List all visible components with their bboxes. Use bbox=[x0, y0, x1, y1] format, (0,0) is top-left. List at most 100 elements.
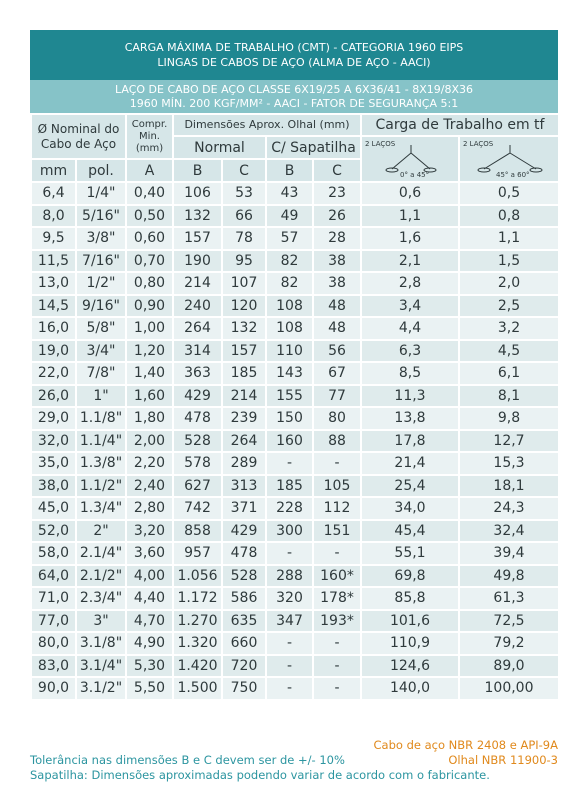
table-cell: 0,6 bbox=[360, 181, 460, 206]
table-cell: 264 bbox=[172, 316, 223, 341]
table-cell: 240 bbox=[172, 293, 223, 318]
table-cell: 160 bbox=[265, 428, 314, 453]
unit-header: A bbox=[125, 158, 174, 183]
table-row: 58,0 2.1/4" 3,60 957 478- -55,1 39,4 bbox=[30, 541, 560, 566]
table-cell: - bbox=[312, 541, 362, 566]
table-cell: 39,4 bbox=[458, 541, 560, 566]
table-cell: - bbox=[265, 653, 314, 678]
table-cell: 38 bbox=[312, 248, 362, 273]
table-cell: 1.3/4" bbox=[75, 496, 127, 521]
sling-icon bbox=[477, 145, 543, 173]
table-row: 38,0 1.1/2" 2,40 627 313 185 105 25,4 18,1 bbox=[30, 473, 560, 498]
table-cell: 1,6 bbox=[360, 226, 460, 251]
table-cell: 140,0 bbox=[360, 676, 460, 701]
table-cell: 0,80 bbox=[125, 271, 174, 296]
table-cell: 3,20 bbox=[125, 518, 174, 543]
table-cell: 4,70 bbox=[125, 608, 174, 633]
table-cell: 18,1 bbox=[458, 473, 560, 498]
table-cell: 24,3 bbox=[458, 496, 560, 521]
table-cell: 7/16" bbox=[75, 248, 127, 273]
unit-header: C bbox=[221, 158, 267, 183]
table-cell: 9/16" bbox=[75, 293, 127, 318]
table-cell: 9,8 bbox=[458, 406, 560, 431]
table-cell: 0,50 bbox=[125, 203, 174, 228]
table-cell: 89,0 bbox=[458, 653, 560, 678]
table-cell: 0,5 bbox=[458, 181, 560, 206]
table-cell: 185 bbox=[265, 473, 314, 498]
table-row: 19,0 3/4" 1,20 314 157 110 56 6,3 4,5 bbox=[30, 338, 560, 363]
table-cell: 26,0 bbox=[30, 383, 77, 408]
column-header: Normal bbox=[172, 135, 267, 160]
table-cell: 1.270 bbox=[172, 608, 223, 633]
table-cell: - bbox=[312, 631, 362, 656]
table-cell: 8,0 bbox=[30, 203, 77, 228]
table-cell: 3.1/4" bbox=[75, 653, 127, 678]
table-cell: 742 bbox=[172, 496, 223, 521]
table-cell: 720 bbox=[221, 653, 267, 678]
table-cell: 2.3/4" bbox=[75, 586, 127, 611]
column-header: Carga de Trabalho em tf bbox=[360, 113, 560, 137]
table-cell: 106 bbox=[172, 181, 223, 206]
table-row: 29,0 1.1/8" 1,80 478 239 150 80 13,8 9,8 bbox=[30, 406, 560, 431]
table-cell: 77,0 bbox=[30, 608, 77, 633]
table-cell: 5,30 bbox=[125, 653, 174, 678]
table-cell: 157 bbox=[172, 226, 223, 251]
table-cell: 72,5 bbox=[458, 608, 560, 633]
table-cell: 90,0 bbox=[30, 676, 77, 701]
table-cell: 1,1 bbox=[458, 226, 560, 251]
table-cell: 0,40 bbox=[125, 181, 174, 206]
table-cell: 38 bbox=[312, 271, 362, 296]
table-cell: 2.1/2" bbox=[75, 563, 127, 588]
angle-header: 2 LAÇOS 45° a 60° bbox=[458, 135, 560, 183]
table-cell: 45,0 bbox=[30, 496, 77, 521]
table-cell: 5/8" bbox=[75, 316, 127, 341]
note: Sapatilha: Dimensões aproximadas podendo… bbox=[30, 768, 490, 782]
table-cell: 110,9 bbox=[360, 631, 460, 656]
table-cell: 4,90 bbox=[125, 631, 174, 656]
table-cell: 1,00 bbox=[125, 316, 174, 341]
table-cell: 1.3/8" bbox=[75, 451, 127, 476]
table-cell: 28 bbox=[312, 226, 362, 251]
table-cell: 3,60 bbox=[125, 541, 174, 566]
table-row: 45,0 1.3/4" 2,80 742 371 228 112 34,0 24,3 bbox=[30, 496, 560, 521]
table-cell: 288 bbox=[265, 563, 314, 588]
table-cell: 101,6 bbox=[360, 608, 460, 633]
table-cell: 8,5 bbox=[360, 361, 460, 386]
table-cell: 185 bbox=[221, 361, 267, 386]
table-cell: 11,5 bbox=[30, 248, 77, 273]
table-cell: 858 bbox=[172, 518, 223, 543]
table-cell: 5/16" bbox=[75, 203, 127, 228]
table-cell: 45,4 bbox=[360, 518, 460, 543]
table-cell: 660 bbox=[221, 631, 267, 656]
table-cell: 71,0 bbox=[30, 586, 77, 611]
table-cell: - bbox=[312, 653, 362, 678]
table-row: 9,5 3/8" 0,60 157 78 57 28 1,6 1,1 bbox=[30, 226, 560, 251]
table-cell: 14,5 bbox=[30, 293, 77, 318]
table-cell: 13,0 bbox=[30, 271, 77, 296]
table-cell: 2,5 bbox=[458, 293, 560, 318]
table-cell: 193* bbox=[312, 608, 362, 633]
table-cell: 2,80 bbox=[125, 496, 174, 521]
column-header: Ø Nominal do Cabo de Aço bbox=[30, 113, 127, 160]
table-cell: 66 bbox=[221, 203, 267, 228]
standard: Cabo de aço NBR 2408 e API-9A bbox=[373, 738, 558, 752]
table-cell: 586 bbox=[221, 586, 267, 611]
title: CARGA MÁXIMA DE TRABALHO (CMT) - CATEGOR… bbox=[124, 41, 464, 54]
table-cell: 1.056 bbox=[172, 563, 223, 588]
table-cell: - bbox=[265, 451, 314, 476]
table-cell: 289 bbox=[221, 451, 267, 476]
table-cell: 52,0 bbox=[30, 518, 77, 543]
table-cell: 578 bbox=[172, 451, 223, 476]
table-cell: 264 bbox=[221, 428, 267, 453]
column-header: C/ Sapatilha bbox=[265, 135, 362, 160]
column-header: Compr. Min. (mm) bbox=[125, 113, 174, 160]
unit-header: mm bbox=[30, 158, 77, 183]
table-cell: 478 bbox=[172, 406, 223, 431]
table-cell: 6,1 bbox=[458, 361, 560, 386]
table-cell: 12,7 bbox=[458, 428, 560, 453]
table-cell: 16,0 bbox=[30, 316, 77, 341]
load-table: Ø Nominal do Cabo de Aço Compr. Min. (mm… bbox=[30, 113, 560, 701]
table-cell: - bbox=[265, 676, 314, 701]
table-cell: 2" bbox=[75, 518, 127, 543]
table-cell: 110 bbox=[265, 338, 314, 363]
